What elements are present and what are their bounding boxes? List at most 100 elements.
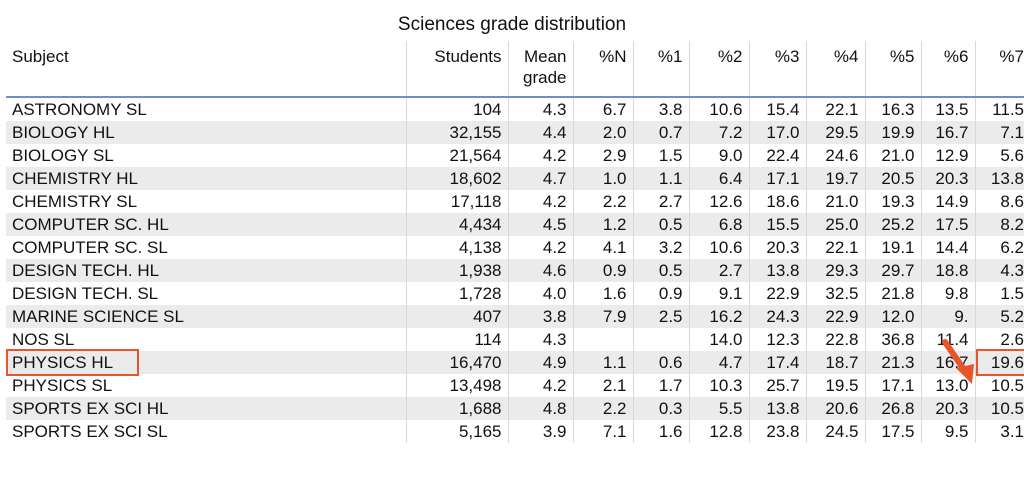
cell-subject: BIOLOGY SL <box>6 144 406 167</box>
table-cell: 19.3 <box>864 190 921 213</box>
table-cell: 4.6 <box>507 259 573 282</box>
table-cell: 18.7 <box>805 351 865 374</box>
cell-subject: ASTRONOMY SL <box>6 97 406 121</box>
table-cell: 10.5 <box>974 374 1024 397</box>
table-row: DESIGN TECH. HL 1,938 4.6 0.9 0.5 2.7 13.8 29.3… <box>6 259 1024 282</box>
table-cell: 36.8 <box>864 328 921 351</box>
table-cell: 2.1 <box>572 374 633 397</box>
table-cell: 16.2 <box>688 305 749 328</box>
table-cell: 16.7 <box>920 121 975 144</box>
table-cell: 2.7 <box>632 190 689 213</box>
table-cell: 25.0 <box>805 213 865 236</box>
table-row: SPORTS EX SCI HL 1,688 4.8 2.2 0.3 5.5 13.8 20.… <box>6 397 1024 420</box>
table-cell: 4.2 <box>507 236 573 259</box>
table-row: SPORTS EX SCI SL 5,165 3.9 7.1 1.6 12.8 23.8 24… <box>6 420 1024 443</box>
table-cell: 6.7 <box>572 97 633 121</box>
table-row: NOS SL 114 4.3 14.0 12.3 22.8 36.8 11.4 2.6 <box>6 328 1024 351</box>
table-cell: 13,498 <box>405 374 508 397</box>
table-cell: 12.8 <box>688 420 749 443</box>
table-cell: 3.2 <box>632 236 689 259</box>
table-cell: 19.7 <box>805 167 865 190</box>
table-cell: 104 <box>405 97 508 121</box>
table-cell: 23.8 <box>748 420 806 443</box>
table-cell: 18,602 <box>405 167 508 190</box>
table-cell: 6.2 <box>974 236 1024 259</box>
table-cell: 14.4 <box>920 236 975 259</box>
table-cell: 7.9 <box>572 305 633 328</box>
table-cell: 17.0 <box>748 121 806 144</box>
header-mean-line1: Mean <box>523 47 567 66</box>
header-p2: %2 <box>688 41 749 98</box>
cell-subject: CHEMISTRY SL <box>6 190 406 213</box>
table-cell: 9. <box>920 305 975 328</box>
header-pN: %N <box>572 41 633 98</box>
table-row: BIOLOGY SL 21,564 4.2 2.9 1.5 9.0 22.4 24.6 21.0… <box>6 144 1024 167</box>
table-cell: 14.0 <box>688 328 749 351</box>
table-cell: 10.6 <box>688 236 749 259</box>
table-cell: 24.5 <box>805 420 865 443</box>
table-cell: 6.8 <box>688 213 749 236</box>
table-cell: 1.2 <box>572 213 633 236</box>
table-body: ASTRONOMY SL 104 4.3 6.7 3.8 10.6 15.4 22.1 16.3… <box>6 97 1024 443</box>
table-cell: 24.6 <box>805 144 865 167</box>
table-row: CHEMISTRY SL 17,118 4.2 2.2 2.7 12.6 18.6 21.0 1… <box>6 190 1024 213</box>
table-cell: 0.6 <box>632 351 689 374</box>
table-cell: 2.5 <box>632 305 689 328</box>
table-cell <box>632 328 689 351</box>
table-cell: 25.7 <box>748 374 806 397</box>
table-cell: 29.3 <box>805 259 865 282</box>
header-p1: %1 <box>632 41 689 98</box>
table-row: CHEMISTRY HL 18,602 4.7 1.0 1.1 6.4 17.1 19.7 20… <box>6 167 1024 190</box>
table-cell: 10.6 <box>688 97 749 121</box>
table-cell: 13.8 <box>974 167 1024 190</box>
header-p6: %6 <box>920 41 975 98</box>
table-cell: 4.5 <box>507 213 573 236</box>
table-cell: 20.3 <box>748 236 806 259</box>
table-cell: 18.6 <box>748 190 806 213</box>
table-row: PHYSICS SL 13,498 4.2 2.1 1.7 10.3 25.7 19.5 17.… <box>6 374 1024 397</box>
highlight-box-subject <box>6 349 139 376</box>
arrow-icon <box>942 339 974 384</box>
table-cell: 2.2 <box>572 397 633 420</box>
cell-subject: SPORTS EX SCI HL <box>6 397 406 420</box>
table-cell: 9.5 <box>920 420 975 443</box>
table-cell: 20.3 <box>920 167 975 190</box>
table-cell: 4,434 <box>405 213 508 236</box>
cell-subject: PHYSICS HL <box>6 351 406 374</box>
table-cell: 24.3 <box>748 305 806 328</box>
page-title: Sciences grade distribution <box>397 14 627 35</box>
table-cell: 22.4 <box>748 144 806 167</box>
cell-subject: BIOLOGY HL <box>6 121 406 144</box>
table-cell: 4.9 <box>507 351 573 374</box>
table-cell: 2.2 <box>572 190 633 213</box>
table-cell: 1.5 <box>632 144 689 167</box>
table-cell: 29.7 <box>864 259 921 282</box>
cell-subject: COMPUTER SC. HL <box>6 213 406 236</box>
table-cell: 19.5 <box>805 374 865 397</box>
table-cell: 4.0 <box>507 282 573 305</box>
table-cell: 2.6 <box>974 328 1024 351</box>
table-row: PHYSICS HL 16,470 4.9 1.1 0.6 4.7 17.4 18.7 21.3… <box>6 351 1024 374</box>
header-p3: %3 <box>748 41 806 98</box>
table-cell: 17,118 <box>405 190 508 213</box>
header-subject: Subject <box>6 41 406 98</box>
table-cell: 3.8 <box>632 97 689 121</box>
table-cell: 22.9 <box>805 305 865 328</box>
table-cell: 0.9 <box>572 259 633 282</box>
table-cell: 20.6 <box>805 397 865 420</box>
cell-subject: CHEMISTRY HL <box>6 167 406 190</box>
table-cell: 0.5 <box>632 259 689 282</box>
table-cell: 17.5 <box>920 213 975 236</box>
table-cell: 22.1 <box>805 236 865 259</box>
table-row: BIOLOGY HL 32,155 4.4 2.0 0.7 7.2 17.0 29.5 19.9… <box>6 121 1024 144</box>
cell-subject: PHYSICS SL <box>6 374 406 397</box>
table-cell: 14.9 <box>920 190 975 213</box>
header-row: Subject Students Mean grade %N %1 %2 %3 %… <box>6 41 1024 98</box>
table-cell: 1,688 <box>405 397 508 420</box>
cell-subject: DESIGN TECH. SL <box>6 282 406 305</box>
table-cell: 22.8 <box>805 328 865 351</box>
table-cell: 21.8 <box>864 282 921 305</box>
table-cell: 4.2 <box>507 190 573 213</box>
table-cell: 20.3 <box>920 397 975 420</box>
table-cell: 12.9 <box>920 144 975 167</box>
